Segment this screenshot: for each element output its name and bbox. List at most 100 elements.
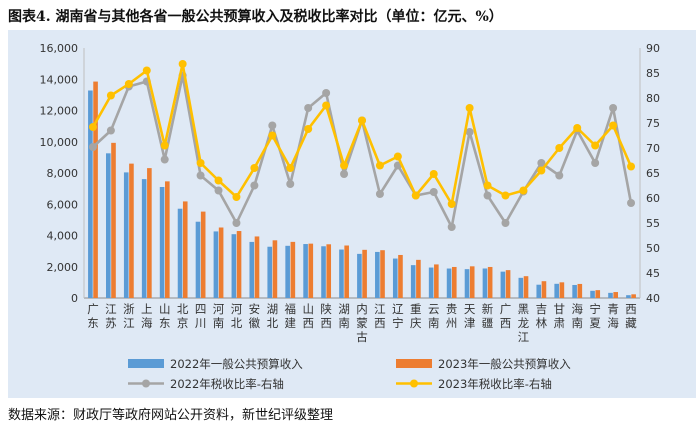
x-tick-label: 贵州	[446, 302, 458, 330]
legend-label: 2022年税收比率-右轴	[170, 377, 284, 391]
bar-2022	[626, 295, 631, 298]
point-2022	[214, 186, 223, 195]
bar-2022	[375, 251, 380, 298]
bar-2023	[577, 283, 583, 298]
legend-item: 2023年税收比率-右轴	[396, 377, 552, 391]
point-2022	[501, 219, 510, 227]
y-left-tick-label: 0	[71, 292, 78, 305]
point-2023	[447, 200, 456, 208]
point-2022	[483, 191, 492, 200]
point-2022	[465, 128, 474, 136]
bar-2022	[213, 231, 219, 298]
bar-2023	[523, 276, 529, 298]
source-note: 数据来源：财政厅等政府网站公开资料，新世纪评级整理	[8, 408, 334, 423]
bar-2022	[446, 268, 452, 298]
x-tick-label: 浙江	[123, 302, 135, 330]
point-2023	[465, 104, 474, 112]
x-tick-label: 天津	[464, 302, 476, 330]
x-tick-label: 河北	[231, 302, 243, 330]
bar-2023	[93, 81, 98, 298]
point-2023	[286, 164, 295, 172]
bar-2022	[106, 153, 111, 298]
y-right-tick-label: 60	[646, 192, 660, 205]
bar-2023	[434, 264, 439, 298]
x-tick-label: 海南	[571, 302, 583, 330]
y-left-tick-label: 12,000	[40, 105, 79, 118]
point-2022	[429, 188, 438, 196]
bar-2023	[290, 241, 296, 298]
bar-2022	[195, 221, 201, 298]
legend-label: 2022年一般公共预算收入	[170, 357, 303, 371]
point-2023	[393, 152, 402, 161]
y-right-tick-label: 45	[646, 267, 660, 280]
point-2023	[214, 176, 223, 185]
point-2023	[501, 191, 510, 200]
bar-2022	[267, 246, 273, 298]
bar-2022	[518, 277, 524, 298]
point-2023	[232, 193, 241, 201]
y-right-tick-label: 90	[646, 42, 660, 55]
x-tick-label: 山西	[302, 302, 314, 330]
bar-2023	[380, 250, 385, 298]
bar-2023	[218, 227, 224, 298]
x-tick-label: 河南	[213, 302, 225, 330]
point-2023	[340, 161, 349, 170]
point-2022	[627, 199, 636, 207]
point-2023	[573, 124, 582, 132]
point-2022	[555, 171, 564, 180]
bar-2023	[165, 181, 170, 298]
bar-2023	[182, 201, 188, 298]
bar-2023	[541, 281, 547, 298]
chart-panel: 0 2,000 4,000 6,000 8,000 10,000 12,000 14,000 1…	[8, 30, 696, 398]
legend-marker	[410, 379, 418, 388]
bar-2022	[572, 284, 577, 298]
bar-2023	[613, 292, 618, 298]
y-right-tick-label: 65	[646, 167, 660, 180]
x-tick-label: 新疆	[482, 302, 494, 330]
bar-2023	[469, 266, 475, 298]
x-tick-label: 广西	[500, 302, 512, 330]
bar-2023	[505, 270, 511, 298]
point-2023	[429, 170, 438, 178]
x-tick-label: 广东	[87, 302, 99, 330]
point-2022	[250, 181, 259, 190]
point-2023	[142, 66, 151, 75]
point-2022	[609, 104, 618, 112]
x-tick-label: 湖北	[267, 302, 279, 330]
bar-2022	[303, 244, 308, 298]
line-2022-tax-ratio	[92, 74, 633, 229]
point-2022	[340, 170, 349, 178]
point-2023	[160, 141, 169, 150]
bar-2023	[451, 266, 457, 298]
x-tick-label: 青海	[607, 302, 619, 330]
x-tick-label: 甘肃	[554, 302, 566, 330]
x-tick-label: 陕西	[320, 302, 332, 330]
point-2023	[358, 116, 366, 125]
point-2023	[304, 125, 313, 133]
bar-2022	[177, 208, 183, 298]
point-2023	[250, 164, 259, 172]
bar-2023	[362, 249, 367, 298]
point-2022	[591, 159, 600, 167]
x-tick-label: 上海	[141, 302, 153, 330]
y-right-tick-label: 75	[646, 117, 660, 130]
x-tick-label: 四川	[195, 302, 207, 330]
point-2023	[88, 123, 97, 131]
x-tick-label: 安徽	[249, 302, 261, 330]
y-right-tick-label: 55	[646, 217, 660, 230]
bar-2023	[254, 236, 260, 298]
legend-marker	[142, 379, 150, 388]
x-tick-label: 福建	[285, 302, 297, 330]
bar-2023	[398, 254, 403, 298]
bar-2022	[88, 90, 93, 298]
point-2023	[178, 60, 187, 68]
point-2023	[483, 181, 492, 190]
y-right-tick-label: 70	[646, 142, 660, 155]
legend-label: 2023年税收比率-右轴	[438, 377, 552, 391]
bar-2023	[416, 259, 421, 298]
y-left-tick-label: 10,000	[40, 136, 79, 149]
y-right-tick-label: 80	[646, 92, 660, 105]
point-2023	[627, 162, 636, 171]
legend-item: 2023年一般公共预算收入	[396, 357, 571, 371]
combo-chart: 0 2,000 4,000 6,000 8,000 10,000 12,000 14,000 1…	[40, 42, 661, 391]
